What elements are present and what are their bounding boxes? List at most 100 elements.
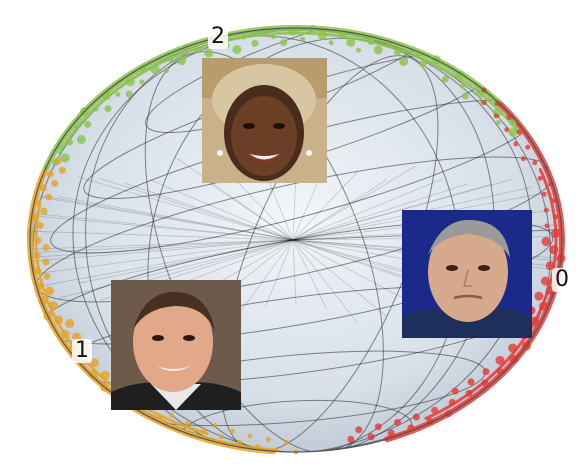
cluster-point: [34, 267, 41, 274]
cluster-point: [54, 316, 63, 325]
cluster-label-0: 0: [552, 268, 572, 292]
cluster-point: [115, 92, 120, 97]
cluster-point: [66, 139, 73, 146]
cluster-point: [248, 433, 253, 438]
cluster-point: [44, 273, 51, 280]
cluster-point: [42, 258, 49, 265]
cluster-point: [61, 153, 70, 162]
cluster-point: [346, 38, 355, 47]
cluster-point: [449, 399, 456, 406]
cluster-point: [300, 37, 305, 42]
cluster-label-1: 1: [72, 339, 92, 363]
cluster-point: [468, 378, 475, 385]
cluster-point: [419, 61, 426, 68]
cluster-point: [544, 223, 549, 228]
cluster-point: [204, 49, 213, 58]
cluster-point: [251, 40, 258, 47]
cluster-point: [399, 57, 408, 66]
cluster-point: [551, 229, 560, 238]
cluster-point: [40, 208, 47, 215]
cluster-label-2: 2: [208, 25, 228, 49]
cluster-point: [61, 330, 70, 339]
cluster-point: [394, 49, 401, 56]
cluster-point: [280, 39, 287, 46]
cluster-point: [483, 368, 490, 375]
cluster-point: [415, 52, 420, 57]
cluster-point: [105, 105, 112, 112]
cluster-point: [368, 433, 375, 440]
cluster-point: [495, 356, 504, 365]
cluster-point: [35, 237, 42, 244]
cluster-point: [219, 434, 224, 439]
cluster-point: [539, 302, 548, 311]
cluster-point: [185, 421, 190, 426]
cluster-point: [553, 215, 558, 220]
cluster-point: [541, 237, 550, 246]
cluster-point: [51, 180, 58, 187]
cluster-point: [549, 245, 558, 254]
cluster-point: [329, 40, 334, 45]
cluster-point: [509, 128, 518, 137]
cluster-point: [150, 65, 159, 74]
cluster-point: [93, 107, 98, 112]
cluster-point: [442, 76, 449, 83]
cluster-point: [318, 31, 327, 40]
cluster-point: [466, 390, 473, 397]
cluster-point: [213, 423, 218, 428]
cluster-point: [102, 91, 111, 100]
cluster-point: [494, 113, 499, 118]
cluster-point: [504, 127, 509, 132]
cluster-point: [460, 84, 465, 89]
cluster-point: [43, 244, 50, 251]
cluster-point: [541, 277, 550, 286]
cluster-0-face-image: [402, 210, 532, 338]
cluster-point: [230, 429, 235, 434]
cluster-point: [506, 115, 511, 120]
cluster-point: [49, 301, 58, 310]
cluster-point: [266, 437, 271, 442]
cluster-point: [271, 34, 276, 39]
cluster-point: [164, 68, 169, 73]
cluster-point: [45, 287, 54, 296]
cluster-point: [259, 27, 268, 36]
cluster-point: [374, 45, 383, 54]
cluster-point: [77, 135, 86, 144]
cluster-point: [388, 429, 395, 436]
cluster-point: [101, 371, 110, 380]
cluster-point: [126, 77, 135, 86]
cluster-point: [74, 125, 79, 130]
cluster-point: [482, 100, 487, 105]
cluster-point: [241, 34, 246, 39]
cluster-point: [284, 440, 289, 445]
cluster-point: [532, 160, 537, 165]
cluster-point: [201, 428, 206, 433]
cluster-point: [84, 121, 91, 128]
cluster-point: [126, 90, 133, 97]
cluster-point: [394, 419, 401, 426]
cluster-point: [47, 170, 54, 177]
cluster-point: [413, 413, 420, 420]
cluster-point: [167, 55, 174, 62]
cluster-point: [544, 208, 549, 213]
cluster-point: [177, 56, 186, 65]
cluster-point: [157, 416, 162, 421]
cluster-point: [255, 444, 260, 449]
cluster-point: [34, 252, 41, 259]
cluster-point: [55, 157, 62, 164]
cluster-point: [40, 184, 47, 191]
cluster-2-face-image: [202, 58, 327, 183]
cluster-point: [237, 440, 242, 445]
cluster-point: [496, 120, 501, 125]
cluster-point: [139, 79, 144, 84]
cluster-point: [462, 92, 469, 99]
cluster-point: [347, 436, 354, 443]
cluster-point: [232, 45, 241, 54]
cluster-point: [439, 67, 444, 72]
cluster-point: [542, 192, 547, 197]
cluster-point: [482, 379, 489, 386]
cluster-point: [525, 145, 530, 150]
cluster-point: [517, 130, 522, 135]
cluster-point: [59, 167, 66, 174]
cluster-point: [452, 388, 459, 395]
cluster-point: [508, 344, 517, 353]
